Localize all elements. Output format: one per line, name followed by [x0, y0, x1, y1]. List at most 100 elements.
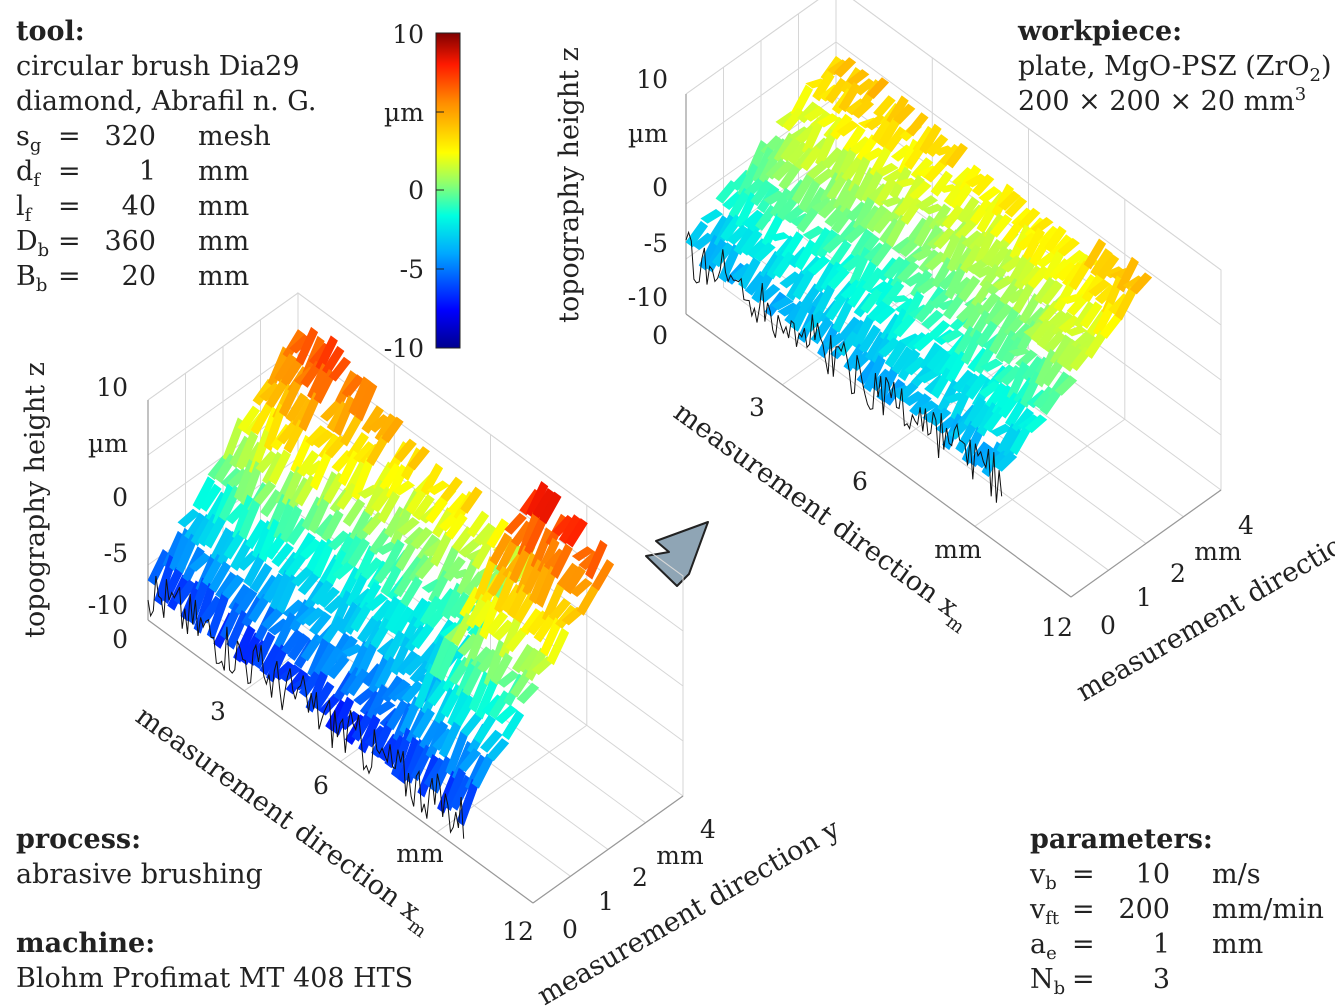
- surface-patch: [358, 714, 381, 754]
- x-tick-label: mm: [934, 535, 982, 564]
- surface-patch: [989, 214, 1013, 238]
- surface-patch: [1096, 253, 1120, 280]
- surface-patch: [565, 518, 588, 548]
- surface-plot-after: [685, 0, 1222, 598]
- surface-patch: [843, 125, 866, 154]
- machine-block: machine: Blohm Profimat MT 408 HTS: [16, 926, 413, 996]
- surface-patch: [285, 669, 309, 695]
- x-tick-label: 6: [313, 771, 329, 800]
- surface-patch: [790, 295, 814, 332]
- tool-param-row: Bb = 20 mm: [16, 259, 316, 295]
- surface-patch: [548, 598, 571, 622]
- gridline: [685, 0, 1222, 271]
- param-symbol: df: [16, 156, 40, 191]
- surface-patch: [504, 512, 527, 535]
- y-tick-label: 0: [562, 915, 578, 944]
- param-value: 40: [121, 191, 156, 222]
- surface-patch: [388, 679, 411, 702]
- surface-patch: [539, 491, 562, 525]
- x-tick-label: 12: [1041, 613, 1073, 642]
- surface-patch: [237, 405, 261, 433]
- y-tick-label: 0: [1100, 611, 1116, 640]
- surface-patch: [846, 69, 870, 87]
- colorbar-label: µm: [384, 98, 424, 127]
- surface-patch: [249, 562, 273, 593]
- param-equals: =: [58, 226, 81, 257]
- front-edge-profile: [147, 575, 465, 839]
- param-value: 1: [138, 156, 156, 187]
- surface-patch: [326, 654, 350, 680]
- surface-patch: [466, 510, 490, 538]
- surface-patch: [192, 476, 215, 511]
- process-param-row: vb = 10 m/s: [1030, 857, 1324, 894]
- surface-patch: [957, 275, 981, 302]
- surface-patch: [873, 305, 896, 325]
- colorbar-label: 10: [392, 20, 424, 49]
- process-block: process: abrasive brushing: [16, 822, 263, 892]
- param-equals: =: [1072, 894, 1095, 925]
- param-value: 1: [1152, 929, 1170, 960]
- surface-patch: [361, 405, 384, 434]
- transition-arrow-icon: [645, 521, 709, 587]
- surface-patch: [287, 633, 310, 661]
- tool-param-row: lf = 40 mm: [16, 189, 316, 225]
- y-tick-label: 2: [1170, 559, 1186, 588]
- surface-patch: [700, 208, 724, 224]
- surface-patch: [585, 539, 608, 580]
- workpiece-block: workpiece: plate, MgO-PSZ (ZrO2) 200 × 2…: [1018, 14, 1332, 119]
- surface-patch: [810, 317, 833, 345]
- surface-patch: [991, 183, 1014, 218]
- surface-patch: [486, 518, 509, 549]
- surface-patch: [971, 173, 995, 197]
- process-param-row: vft = 200 mm/min: [1030, 892, 1324, 929]
- surface-patch: [328, 356, 352, 382]
- tool-block: tool: circular brush Dia29 diamond, Abra…: [16, 14, 316, 295]
- param-symbol: vft: [1030, 894, 1060, 929]
- surface-patch: [372, 700, 396, 716]
- param-value: 20: [121, 261, 156, 292]
- y-axis-line: [532, 795, 684, 904]
- surface-patch: [309, 611, 332, 636]
- surface-patch: [377, 491, 400, 524]
- surface-patch: [892, 103, 916, 125]
- param-equals: =: [1072, 964, 1095, 995]
- process-line: abrasive brushing: [16, 859, 263, 890]
- surface-patch: [994, 451, 1018, 472]
- surface-patch: [425, 497, 448, 524]
- colorbar-label: 0: [408, 176, 424, 205]
- surface-patch: [310, 579, 334, 606]
- surface-patch: [279, 505, 303, 544]
- surface-patch: [460, 486, 483, 514]
- x-tick-label: 12: [502, 917, 534, 946]
- surface-patch: [807, 255, 831, 276]
- surface-patch: [910, 157, 934, 180]
- param-unit: m/s: [1212, 859, 1261, 890]
- surface-patch: [253, 480, 277, 506]
- surface-patch: [489, 532, 512, 566]
- surface-patch: [1022, 227, 1045, 262]
- surface-patch: [381, 416, 404, 444]
- surface-patch: [875, 162, 899, 177]
- process-heading: process:: [16, 824, 142, 855]
- param-equals: =: [58, 121, 81, 152]
- surface-patch: [321, 509, 344, 543]
- param-symbol: vb: [1030, 859, 1057, 894]
- z-tick-label: 10: [96, 373, 128, 402]
- surface-patch: [1040, 280, 1063, 306]
- tool-line-1: circular brush Dia29: [16, 51, 300, 82]
- y-tick-label: 1: [1136, 583, 1152, 612]
- y-tick-label: 4: [1238, 511, 1254, 540]
- surface-patch: [909, 393, 932, 417]
- z-tick-label: µm: [88, 429, 128, 458]
- surface-patch: [1090, 248, 1113, 278]
- surface-patch: [1057, 237, 1080, 257]
- param-equals: =: [58, 156, 81, 187]
- surface-patch: [412, 494, 435, 521]
- x-origin-label: 0: [652, 321, 668, 350]
- surface-patch: [407, 446, 430, 471]
- tool-param-row: sg = 320 mesh: [16, 119, 316, 155]
- param-unit: mm: [198, 156, 250, 187]
- surface-patch: [458, 748, 481, 773]
- surface-patch: [365, 593, 388, 612]
- x-tick-label: mm: [396, 839, 444, 868]
